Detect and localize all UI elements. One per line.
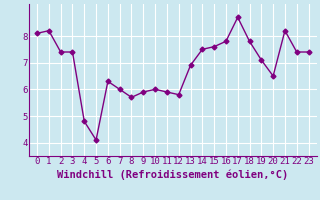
X-axis label: Windchill (Refroidissement éolien,°C): Windchill (Refroidissement éolien,°C)	[57, 169, 288, 180]
